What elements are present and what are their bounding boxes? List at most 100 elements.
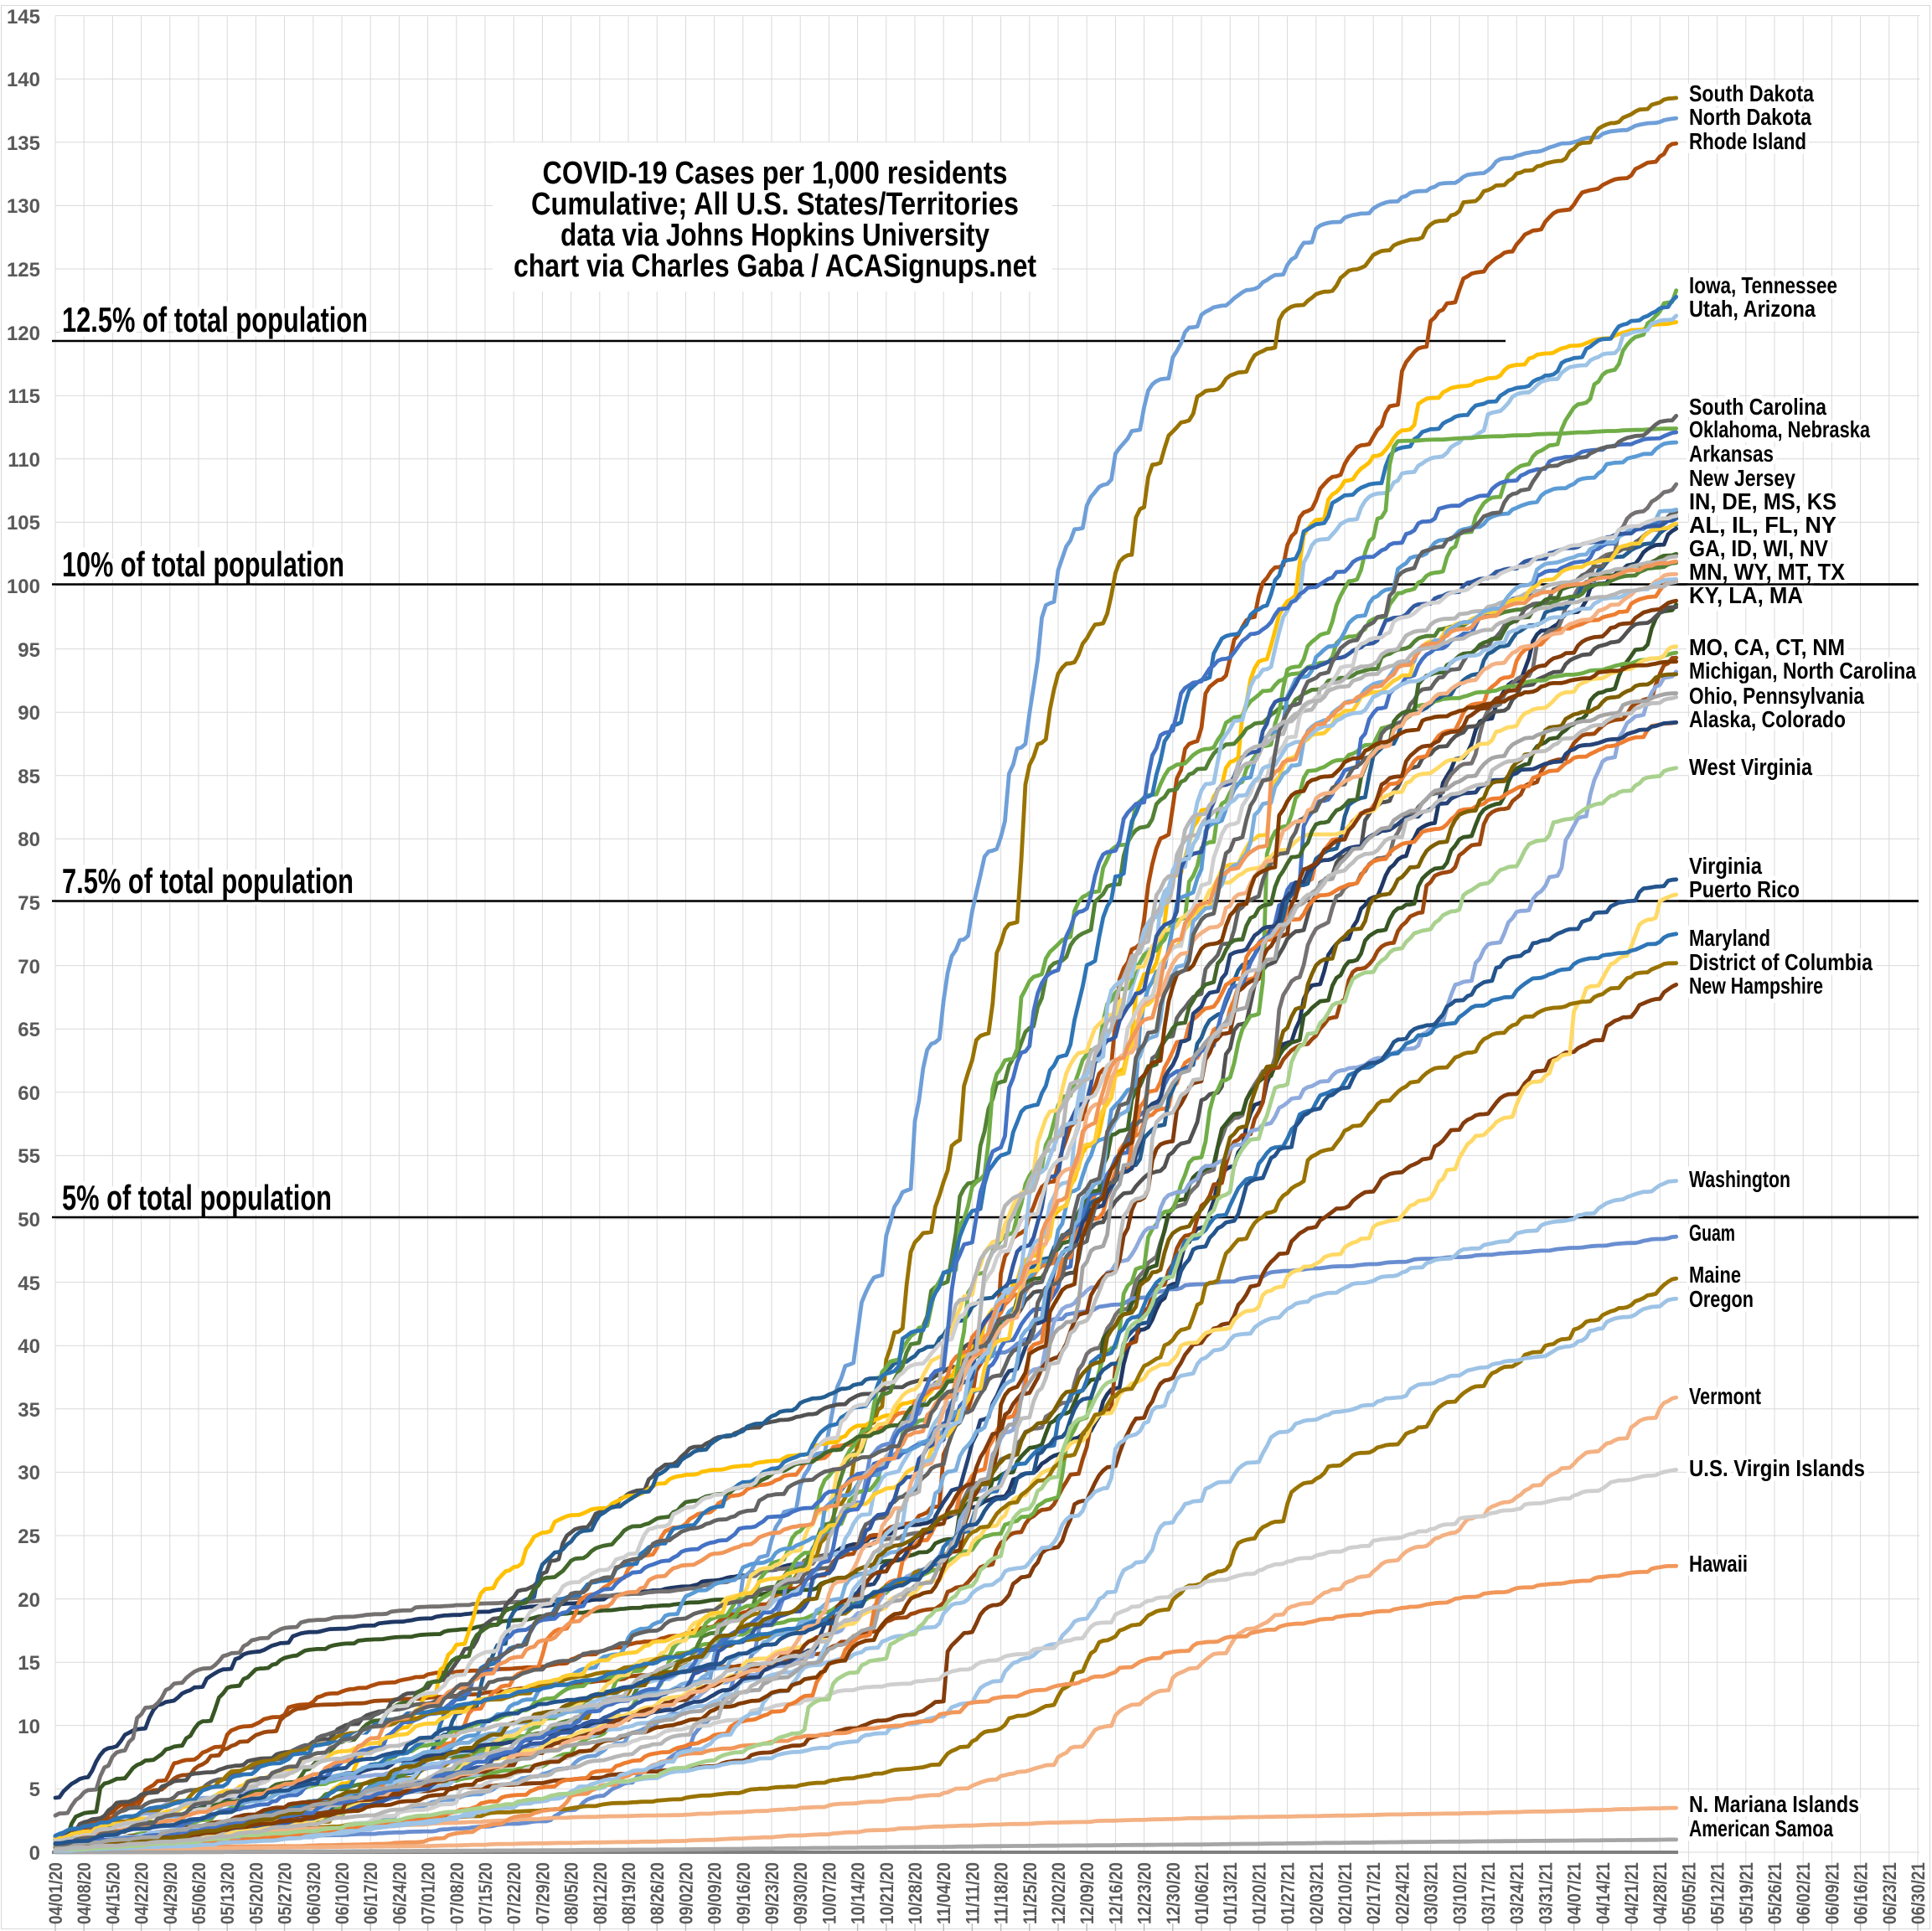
svg-text:06/02/21: 06/02/21 [1793, 1862, 1814, 1924]
svg-text:03/31/21: 03/31/21 [1535, 1862, 1556, 1924]
svg-text:80: 80 [18, 829, 40, 851]
svg-text:07/22/20: 07/22/20 [504, 1862, 524, 1924]
svg-text:09/09/20: 09/09/20 [705, 1862, 726, 1924]
svg-text:04/14/21: 04/14/21 [1593, 1862, 1614, 1924]
svg-text:140: 140 [7, 69, 40, 91]
svg-text:20: 20 [18, 1589, 40, 1612]
svg-text:35: 35 [18, 1399, 40, 1422]
svg-text:12/16/20: 12/16/20 [1105, 1862, 1126, 1924]
svg-text:04/28/21: 04/28/21 [1650, 1862, 1671, 1924]
svg-text:09/16/20: 09/16/20 [733, 1862, 754, 1924]
svg-text:01/20/21: 01/20/21 [1248, 1862, 1269, 1924]
svg-text:Vermont: Vermont [1689, 1383, 1761, 1409]
svg-text:60: 60 [18, 1082, 40, 1105]
svg-text:data via Johns Hopkins Univers: data via Johns Hopkins University [560, 218, 989, 253]
svg-text:07/08/20: 07/08/20 [447, 1862, 468, 1924]
svg-text:04/08/20: 04/08/20 [74, 1862, 95, 1924]
svg-text:05/20/20: 05/20/20 [245, 1862, 266, 1924]
svg-text:Rhode Island: Rhode Island [1689, 128, 1806, 154]
svg-text:05/05/21: 05/05/21 [1678, 1862, 1699, 1924]
svg-text:110: 110 [8, 449, 40, 472]
svg-text:06/17/20: 06/17/20 [360, 1862, 381, 1924]
svg-text:Iowa, Tennessee: Iowa, Tennessee [1689, 272, 1837, 298]
svg-text:05/26/21: 05/26/21 [1764, 1862, 1785, 1924]
svg-text:12/02/20: 12/02/20 [1048, 1862, 1069, 1924]
svg-text:12/23/20: 12/23/20 [1134, 1862, 1155, 1924]
svg-text:Maryland: Maryland [1689, 925, 1770, 951]
svg-text:25: 25 [18, 1526, 40, 1548]
svg-text:Oklahoma, Nebraska: Oklahoma, Nebraska [1689, 416, 1870, 442]
svg-text:06/03/20: 06/03/20 [303, 1862, 324, 1924]
svg-text:12.5% of total population: 12.5% of total population [62, 300, 368, 339]
svg-text:KY, LA, MA: KY, LA, MA [1689, 582, 1803, 608]
svg-text:04/01/20: 04/01/20 [45, 1862, 66, 1924]
svg-text:Cumulative; All U.S. States/Te: Cumulative; All U.S. States/Territories [531, 187, 1019, 222]
svg-text:65: 65 [18, 1019, 40, 1041]
svg-text:01/27/21: 01/27/21 [1278, 1862, 1299, 1924]
svg-text:10: 10 [18, 1716, 40, 1738]
svg-text:West Virginia: West Virginia [1689, 754, 1812, 780]
svg-text:chart via Charles Gaba / ACASi: chart via Charles Gaba / ACASignups.net [514, 249, 1036, 284]
svg-text:District of Columbia: District of Columbia [1689, 949, 1873, 975]
svg-text:10/28/20: 10/28/20 [905, 1862, 926, 1924]
svg-text:45: 45 [18, 1273, 40, 1295]
svg-text:07/29/20: 07/29/20 [532, 1862, 553, 1924]
svg-text:145: 145 [7, 6, 40, 28]
svg-text:0: 0 [29, 1842, 40, 1865]
svg-text:IN, DE, MS, KS: IN, DE, MS, KS [1689, 488, 1836, 514]
svg-text:135: 135 [7, 132, 40, 155]
svg-text:U.S. Virgin Islands: U.S. Virgin Islands [1689, 1455, 1865, 1481]
svg-text:Ohio, Pennsylvania: Ohio, Pennsylvania [1689, 683, 1864, 709]
svg-text:N. Mariana Islands: N. Mariana Islands [1689, 1791, 1859, 1817]
svg-text:02/17/21: 02/17/21 [1363, 1862, 1384, 1924]
svg-text:North Dakota: North Dakota [1689, 104, 1811, 130]
svg-text:Utah, Arizona: Utah, Arizona [1689, 296, 1816, 322]
svg-text:Washington: Washington [1689, 1166, 1790, 1192]
svg-text:05/19/21: 05/19/21 [1736, 1862, 1757, 1924]
svg-text:04/29/20: 04/29/20 [160, 1862, 181, 1924]
svg-text:04/15/20: 04/15/20 [102, 1862, 123, 1924]
svg-text:120: 120 [7, 323, 40, 345]
svg-text:10/21/20: 10/21/20 [876, 1862, 897, 1924]
svg-text:06/23/21: 06/23/21 [1879, 1862, 1900, 1924]
svg-text:12/09/20: 12/09/20 [1077, 1862, 1098, 1924]
svg-text:105: 105 [7, 512, 40, 534]
svg-text:08/19/20: 08/19/20 [618, 1862, 639, 1924]
svg-text:90: 90 [18, 702, 40, 725]
svg-text:09/30/20: 09/30/20 [790, 1862, 811, 1924]
svg-text:115: 115 [8, 385, 40, 408]
svg-text:Arkansas: Arkansas [1689, 441, 1774, 467]
svg-text:06/16/21: 06/16/21 [1851, 1862, 1872, 1924]
svg-text:Virginia: Virginia [1689, 853, 1762, 879]
svg-text:COVID-19 Cases per 1,000 resid: COVID-19 Cases per 1,000 residents [543, 156, 1008, 191]
svg-text:04/22/20: 04/22/20 [132, 1862, 152, 1924]
svg-text:South Dakota: South Dakota [1689, 80, 1814, 106]
svg-text:10/07/20: 10/07/20 [819, 1862, 839, 1924]
svg-text:05/13/20: 05/13/20 [217, 1862, 238, 1924]
svg-text:American Samoa: American Samoa [1689, 1815, 1833, 1841]
svg-text:02/10/21: 02/10/21 [1335, 1862, 1356, 1924]
svg-text:09/02/20: 09/02/20 [675, 1862, 696, 1924]
svg-text:Hawaii: Hawaii [1689, 1551, 1748, 1577]
svg-text:05/06/20: 05/06/20 [189, 1862, 209, 1924]
svg-text:01/06/21: 01/06/21 [1191, 1862, 1212, 1924]
svg-text:03/24/21: 03/24/21 [1506, 1862, 1527, 1924]
svg-text:MO, CA, CT, NM: MO, CA, CT, NM [1689, 634, 1845, 660]
svg-text:07/01/20: 07/01/20 [418, 1862, 439, 1924]
svg-text:95: 95 [18, 639, 40, 662]
svg-text:10/14/20: 10/14/20 [848, 1862, 869, 1924]
svg-text:08/12/20: 08/12/20 [590, 1862, 611, 1924]
svg-text:12/30/20: 12/30/20 [1163, 1862, 1184, 1924]
svg-text:04/21/21: 04/21/21 [1621, 1862, 1642, 1924]
svg-text:Alaska, Colorado: Alaska, Colorado [1689, 706, 1846, 732]
svg-text:05/12/21: 05/12/21 [1707, 1862, 1728, 1924]
svg-text:7.5% of total population: 7.5% of total population [62, 861, 354, 901]
svg-text:Guam: Guam [1689, 1220, 1735, 1246]
svg-text:15: 15 [18, 1652, 40, 1675]
svg-text:11/04/20: 11/04/20 [933, 1862, 954, 1924]
svg-text:Oregon: Oregon [1689, 1286, 1754, 1312]
svg-text:75: 75 [18, 892, 40, 915]
svg-text:MN, WY, MT, TX: MN, WY, MT, TX [1689, 559, 1845, 585]
svg-text:03/17/21: 03/17/21 [1478, 1862, 1499, 1924]
svg-text:03/03/21: 03/03/21 [1421, 1862, 1442, 1924]
